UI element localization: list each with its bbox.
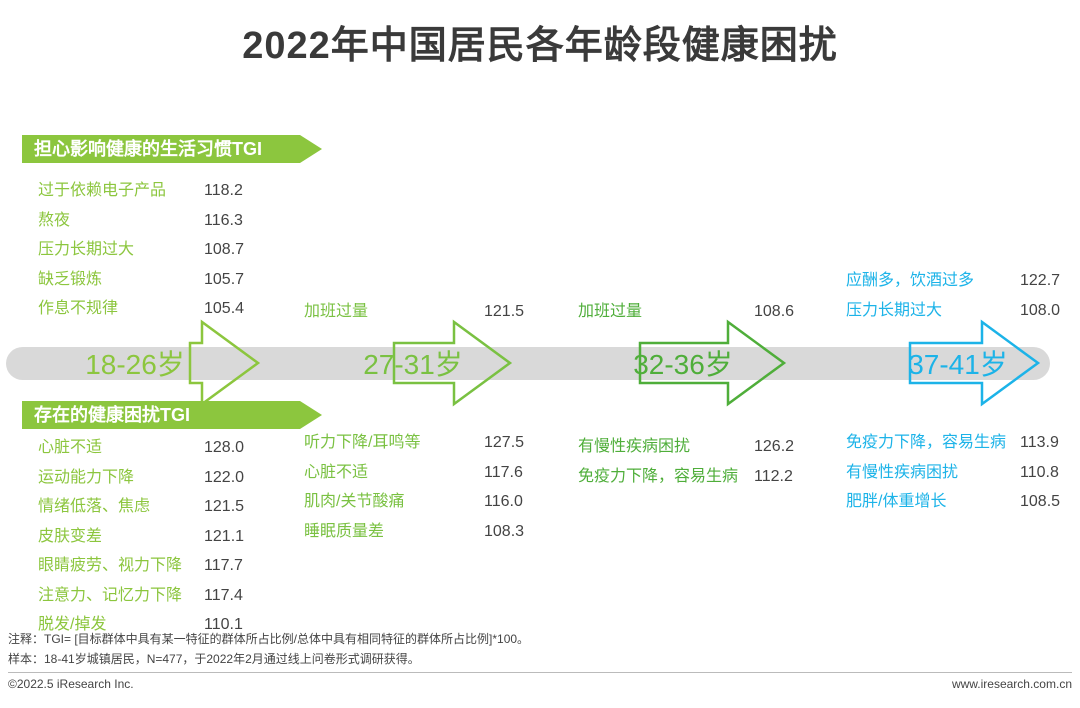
habit-item: 压力长期过大 108.7: [38, 239, 254, 261]
trouble-item: 免疫力下降，容易生病 112.2: [578, 466, 804, 488]
age-arrow: [908, 319, 1041, 407]
habit-item-label: 作息不规律: [38, 300, 119, 317]
trouble-item: 心脏不适 117.6: [304, 462, 534, 484]
trouble-item-label: 肥胖/体重增长: [846, 493, 947, 510]
habit-item: 应酬多，饮酒过多 122.7: [846, 270, 1070, 292]
trouble-item: 肥胖/体重增长 108.5: [846, 491, 1070, 513]
habit-item-value: 105.7: [204, 270, 245, 288]
age-arrow: [188, 319, 261, 407]
trouble-item: 免疫力下降，容易生病 113.9: [846, 432, 1070, 454]
trouble-item: 皮肤变差 121.1: [38, 526, 254, 548]
trouble-item-label: 有慢性疾病困扰: [578, 438, 691, 455]
troubles-banner: 存在的健康困扰TGI: [22, 401, 322, 429]
trouble-item-label: 免疫力下降，容易生病: [578, 467, 739, 485]
habit-item-value: 116.3: [204, 211, 243, 229]
habit-item-value: 108.0: [1020, 301, 1061, 319]
trouble-item-label: 情绪低落、焦虑: [38, 498, 151, 515]
trouble-item-label: 肌肉/关节酸痛: [304, 493, 405, 510]
habit-item-label: 应酬多，饮酒过多: [846, 272, 975, 289]
habit-item: 压力长期过大 108.0: [846, 300, 1070, 322]
habit-item-value: 105.4: [204, 300, 245, 317]
habit-item-label: 缺乏锻炼: [38, 270, 103, 288]
habit-item: 熬夜 116.3: [38, 210, 254, 232]
age-label: 18-26岁: [85, 349, 185, 380]
note-sample: 样本：18-41岁城镇居民，N=477，于2022年2月通过线上问卷形式调研获得…: [8, 652, 420, 666]
trouble-item-value: 127.5: [484, 434, 525, 451]
footer-copyright: ©2022.5 iResearch Inc.: [8, 677, 134, 691]
trouble-item-value: 116.0: [484, 493, 523, 510]
footer-website: www.iresearch.com.cn: [951, 677, 1072, 691]
habit-item-label: 熬夜: [38, 211, 71, 229]
trouble-item-value: 112.2: [754, 467, 793, 485]
age-arrow: [392, 319, 513, 407]
habit-item-value: 108.7: [204, 241, 245, 258]
habit-item-value: 121.5: [484, 303, 525, 320]
habit-item: 缺乏锻炼 105.7: [38, 269, 254, 291]
trouble-item-value: 121.1: [204, 527, 245, 545]
habit-item-label: 过于依赖电子产品: [38, 182, 167, 199]
trouble-item-label: 有慢性疾病困扰: [846, 463, 959, 481]
trouble-item-label: 运动能力下降: [38, 468, 135, 486]
habit-item: 加班过量 121.5: [304, 301, 534, 323]
trouble-item: 听力下降/耳鸣等 127.5: [304, 432, 534, 454]
trouble-item-label: 心脏不适: [38, 439, 103, 456]
trouble-item-label: 听力下降/耳鸣等: [304, 434, 421, 451]
timeline-bar: [6, 347, 1050, 380]
trouble-item-label: 眼睛疲劳、视力下降: [38, 557, 183, 574]
habit-item: 作息不规律 105.4: [38, 298, 254, 320]
trouble-item: 运动能力下降 122.0: [38, 467, 254, 489]
trouble-item-value: 121.5: [204, 498, 245, 515]
habit-item-value: 108.6: [754, 303, 795, 320]
trouble-item: 睡眠质量差 108.3: [304, 521, 534, 543]
trouble-item: 脱发/掉发 110.1: [38, 614, 254, 636]
page-title: 2022年中国居民各年龄段健康困扰: [242, 25, 838, 67]
trouble-item: 情绪低落、焦虑 121.5: [38, 496, 254, 518]
trouble-item: 注意力、记忆力下降 117.4: [38, 585, 254, 607]
habit-item-value: 118.2: [204, 182, 243, 199]
habits-banner: 担心影响健康的生活习惯TGI: [22, 135, 322, 163]
trouble-item: 有慢性疾病困扰 110.8: [846, 462, 1070, 484]
trouble-item-value: 110.8: [1020, 463, 1059, 481]
timeline: 18-26岁 27-31岁 32-36岁 37-41岁: [6, 319, 1050, 407]
trouble-item-value: 126.2: [754, 438, 795, 455]
trouble-item-value: 117.7: [204, 557, 243, 574]
trouble-item-label: 心脏不适: [304, 463, 369, 481]
trouble-item: 有慢性疾病困扰 126.2: [578, 436, 804, 458]
habit-item-label: 加班过量: [304, 303, 369, 320]
habit-item-label: 加班过量: [578, 303, 643, 320]
age-label: 37-41岁: [908, 349, 1008, 380]
trouble-item-value: 108.5: [1020, 493, 1061, 510]
trouble-item-value: 117.4: [204, 586, 243, 604]
age-label: 32-36岁: [633, 349, 733, 380]
trouble-item: 肌肉/关节酸痛 116.0: [304, 491, 534, 513]
age-arrow: [638, 319, 787, 407]
trouble-item-value: 108.3: [484, 522, 525, 540]
trouble-item-value: 113.9: [1020, 434, 1059, 451]
footer-divider: [8, 672, 1072, 673]
habit-item-value: 122.7: [1020, 272, 1061, 289]
trouble-item-label: 注意力、记忆力下降: [38, 586, 183, 604]
habit-item: 加班过量 108.6: [578, 301, 804, 323]
trouble-item: 眼睛疲劳、视力下降 117.7: [38, 555, 254, 577]
trouble-item: 心脏不适 128.0: [38, 437, 254, 459]
age-label: 27-31岁: [363, 349, 463, 380]
trouble-item-value: 128.0: [204, 439, 245, 456]
trouble-item-label: 脱发/掉发: [38, 616, 107, 633]
note-tgi: 注释：TGI= [目标群体中具有某一特征的群体所占比例/总体中具有相同特征的群体…: [8, 632, 530, 646]
trouble-item-value: 122.0: [204, 468, 245, 486]
habit-item-label: 压力长期过大: [846, 301, 943, 319]
trouble-item-label: 免疫力下降，容易生病: [846, 434, 1007, 451]
trouble-item-label: 睡眠质量差: [304, 522, 385, 540]
trouble-item-label: 皮肤变差: [38, 527, 103, 545]
habit-item-label: 压力长期过大: [38, 241, 135, 258]
trouble-item-value: 110.1: [204, 616, 243, 633]
trouble-item-value: 117.6: [484, 463, 523, 481]
habit-item: 过于依赖电子产品 118.2: [38, 180, 254, 202]
